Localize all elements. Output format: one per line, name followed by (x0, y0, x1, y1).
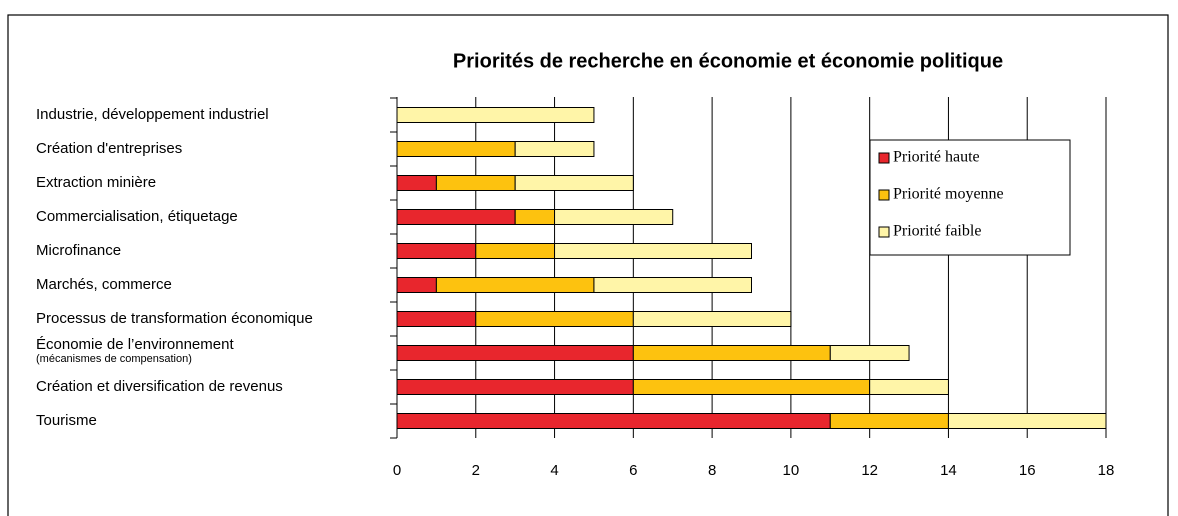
y-tick-label: Processus de transformation économique (36, 310, 313, 327)
bar-segment (593, 277, 753, 293)
bar-segment (396, 209, 516, 225)
bar-segment (435, 175, 516, 191)
bar-segment (632, 311, 792, 327)
bar-segment (632, 379, 871, 395)
bar-segment (396, 277, 437, 293)
y-tick-label: Extraction minière (36, 174, 156, 191)
bar-segment (947, 413, 1107, 429)
bar-segment (396, 379, 634, 395)
y-tick-label: Économie de l’environnement (mécanismes d… (36, 336, 234, 365)
legend-label: Priorité haute (893, 149, 980, 166)
legend-swatch (878, 152, 890, 164)
bar-segment (396, 345, 634, 361)
legend-box (869, 139, 1071, 256)
x-tick-label: 10 (783, 462, 800, 479)
bar-segment (396, 175, 437, 191)
y-tick-label: Marchés, commerce (36, 276, 172, 293)
x-tick-label: 14 (940, 462, 957, 479)
bar-segment (396, 107, 595, 123)
bar-segment (396, 243, 477, 259)
bar-segment (829, 413, 949, 429)
x-tick-label: 18 (1098, 462, 1115, 479)
bar-segment (514, 209, 556, 225)
bar-segment (632, 345, 831, 361)
y-tick-label: Commercialisation, étiquetage (36, 208, 238, 225)
legend-label: Priorité faible (893, 223, 981, 240)
x-tick-label: 0 (393, 462, 401, 479)
y-tick-label-line: (mécanismes de compensation) (36, 353, 192, 365)
y-tick-label-line: Économie de l’environnement (36, 336, 234, 353)
frame (7, 14, 1169, 516)
x-tick-label: 12 (861, 462, 878, 479)
y-tick-label: Industrie, développement industriel (36, 106, 269, 123)
legend-label: Priorité moyenne (893, 186, 1004, 203)
x-tick-label: 4 (550, 462, 558, 479)
x-tick-label: 6 (629, 462, 637, 479)
bar-segment (869, 379, 949, 395)
x-tick-label: 16 (1019, 462, 1036, 479)
bar-segment (514, 175, 634, 191)
bar-segment (396, 311, 477, 327)
bar-segment (396, 141, 516, 157)
bar-segment (554, 209, 674, 225)
y-tick-label: Microfinance (36, 242, 121, 259)
bar-segment (829, 345, 910, 361)
y-tick-label: Création et diversification de revenus (36, 378, 283, 395)
bar-segment (514, 141, 595, 157)
legend-swatch (878, 226, 890, 238)
bar-segment (435, 277, 595, 293)
y-tick-label: Création d'entreprises (36, 140, 182, 157)
bar-segment (396, 413, 831, 429)
x-tick-label: 8 (708, 462, 716, 479)
bar-segment (554, 243, 752, 259)
bar-segment (475, 243, 556, 259)
legend-swatch (878, 189, 890, 201)
y-tick-label: Tourisme (36, 412, 97, 429)
chart-title: Priorités de recherche en économie et éc… (453, 50, 1003, 72)
bar-segment (475, 311, 634, 327)
x-tick-label: 2 (472, 462, 480, 479)
